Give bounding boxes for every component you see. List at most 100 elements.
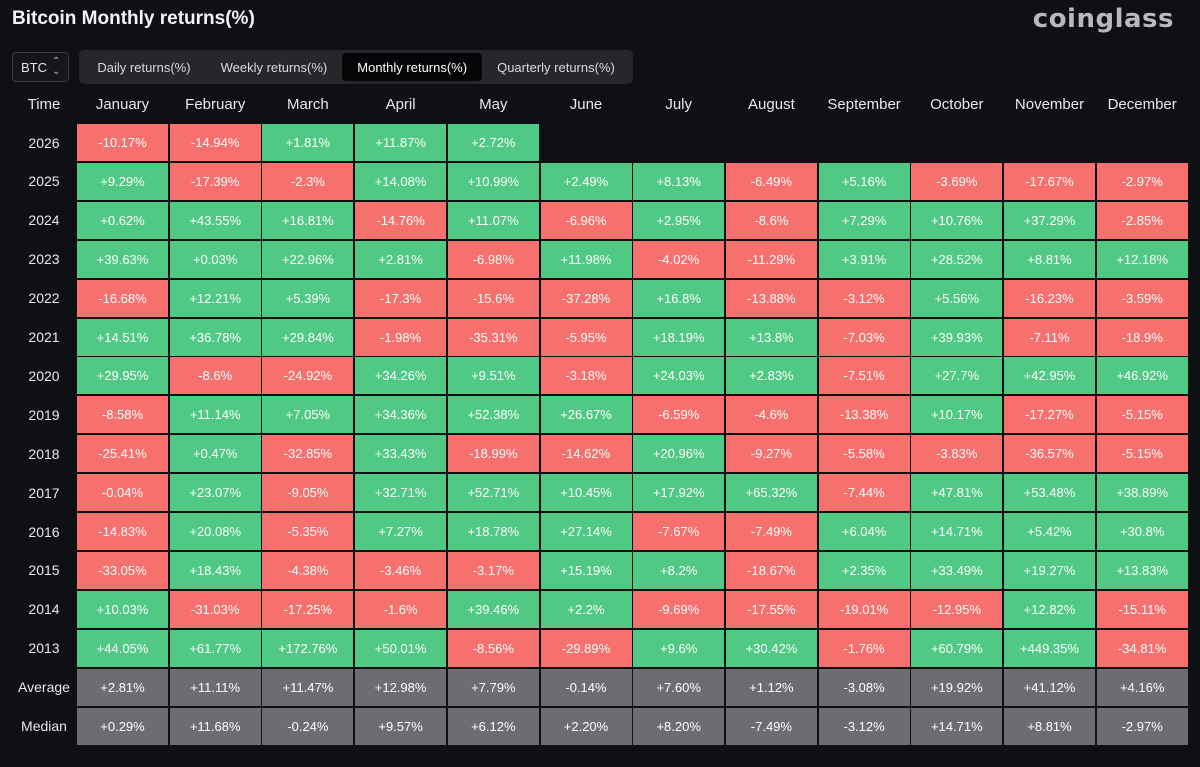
return-cell: +5.42% bbox=[1004, 513, 1095, 550]
return-cell: -25.41% bbox=[77, 435, 168, 473]
return-cell: +15.19% bbox=[540, 551, 632, 589]
return-cell: +7.05% bbox=[262, 396, 354, 434]
return-cell: +2.81% bbox=[355, 240, 447, 278]
return-cell: +20.96% bbox=[633, 435, 725, 473]
return-cell: -33.05% bbox=[77, 551, 168, 589]
return-cell: -7.49% bbox=[725, 513, 817, 550]
return-cell: +449.35% bbox=[1004, 629, 1095, 667]
return-cell: -3.59% bbox=[1096, 279, 1188, 317]
return-cell: -8.6% bbox=[169, 357, 261, 395]
return-cell: +7.29% bbox=[818, 201, 910, 239]
return-cell: +34.26% bbox=[355, 357, 447, 395]
year-label: 2016 bbox=[28, 523, 60, 540]
stat-cell: +41.12% bbox=[1004, 668, 1095, 706]
stat-cell: +2.81% bbox=[77, 668, 168, 706]
asset-select-value: BTC bbox=[21, 59, 47, 75]
return-cell: -36.57% bbox=[1004, 435, 1095, 473]
stat-cell: +4.16% bbox=[1096, 668, 1188, 706]
return-cell: +2.49% bbox=[540, 162, 632, 200]
return-cell: +30.8% bbox=[1096, 513, 1188, 550]
return-cell: -3.46% bbox=[355, 551, 447, 589]
return-cell: +18.78% bbox=[447, 513, 539, 550]
return-cell: -34.81% bbox=[1096, 629, 1188, 667]
returns-tabs: Daily returns(%) Weekly returns(%) Month… bbox=[79, 50, 633, 84]
return-cell: +10.03% bbox=[77, 590, 168, 628]
return-cell: -5.35% bbox=[262, 513, 354, 550]
month-header-march: March bbox=[287, 95, 329, 113]
year-label: 2014 bbox=[28, 601, 60, 618]
return-cell: +12.82% bbox=[1004, 590, 1095, 628]
return-cell: -2.97% bbox=[1096, 162, 1188, 200]
return-cell: +61.77% bbox=[169, 629, 261, 667]
return-cell: +27.7% bbox=[911, 357, 1003, 395]
return-cell: -24.92% bbox=[262, 357, 354, 395]
return-cell: +11.14% bbox=[169, 396, 261, 434]
year-label: 2023 bbox=[28, 251, 60, 268]
return-cell: +14.71% bbox=[911, 513, 1003, 550]
stat-cell: +12.98% bbox=[355, 668, 447, 706]
return-cell: -9.27% bbox=[725, 435, 817, 473]
chevron-up-down-icon: ⌃ ⌄ bbox=[52, 56, 61, 77]
return-cell: -5.95% bbox=[540, 318, 632, 356]
asset-select[interactable]: BTC ⌃ ⌄ bbox=[12, 52, 70, 82]
stat-cell: +1.12% bbox=[725, 668, 817, 706]
return-cell: +52.71% bbox=[447, 474, 539, 512]
return-cell: +53.48% bbox=[1004, 474, 1095, 512]
return-cell: +0.47% bbox=[169, 435, 261, 473]
return-cell: -6.59% bbox=[633, 396, 725, 434]
return-cell: +43.55% bbox=[169, 201, 261, 239]
return-cell: +27.14% bbox=[540, 513, 632, 550]
return-cell: -4.38% bbox=[262, 551, 354, 589]
tab-daily-returns[interactable]: Daily returns(%) bbox=[97, 59, 191, 75]
return-cell: +20.08% bbox=[169, 513, 261, 550]
return-cell: +0.62% bbox=[77, 201, 168, 239]
return-cell: -6.98% bbox=[447, 240, 539, 278]
stat-cell: +7.60% bbox=[633, 668, 725, 706]
return-cell: +36.78% bbox=[169, 318, 261, 356]
year-label: 2015 bbox=[28, 562, 60, 579]
stat-cell: +2.20% bbox=[540, 707, 632, 745]
return-cell: +24.03% bbox=[633, 357, 725, 395]
return-cell: +26.67% bbox=[540, 396, 632, 434]
stat-cell: +11.47% bbox=[262, 668, 354, 706]
return-cell: +2.35% bbox=[818, 551, 910, 589]
stat-cell: -0.14% bbox=[540, 668, 632, 706]
return-cell: -6.49% bbox=[725, 162, 817, 200]
return-cell: -14.76% bbox=[355, 201, 447, 239]
return-cell: -5.15% bbox=[1096, 435, 1188, 473]
return-cell: -3.18% bbox=[540, 357, 632, 395]
return-cell: -1.6% bbox=[355, 590, 447, 628]
return-cell: +2.95% bbox=[633, 201, 725, 239]
return-cell: +42.95% bbox=[1004, 357, 1095, 395]
return-cell: +17.92% bbox=[633, 474, 725, 512]
return-cell: +19.27% bbox=[1004, 551, 1095, 589]
return-cell: -17.67% bbox=[1004, 162, 1095, 200]
return-cell: -1.98% bbox=[355, 318, 447, 356]
stat-cell: +7.79% bbox=[447, 668, 539, 706]
month-header-october: October bbox=[930, 95, 984, 113]
return-cell: +7.27% bbox=[355, 513, 447, 550]
return-cell: -18.67% bbox=[725, 551, 817, 589]
return-cell: -15.6% bbox=[447, 279, 539, 317]
coinglass-logo[interactable]: coinglass bbox=[1032, 4, 1174, 34]
year-label: 2025 bbox=[28, 173, 60, 190]
stat-cell: +6.12% bbox=[447, 707, 539, 745]
return-cell: +13.8% bbox=[725, 318, 817, 356]
return-cell: -0.04% bbox=[77, 474, 168, 512]
return-cell: +6.04% bbox=[818, 513, 910, 550]
return-cell: -7.51% bbox=[818, 357, 910, 395]
return-cell: -14.94% bbox=[169, 124, 261, 161]
stat-cell: -0.24% bbox=[262, 707, 354, 745]
return-cell: +12.18% bbox=[1096, 240, 1188, 278]
return-cell: -7.11% bbox=[1004, 318, 1095, 356]
return-cell: +46.92% bbox=[1096, 357, 1188, 395]
return-cell: -3.12% bbox=[818, 279, 910, 317]
year-label: 2018 bbox=[28, 445, 60, 462]
tab-quarterly-returns[interactable]: Quarterly returns(%) bbox=[497, 59, 615, 75]
return-cell: +37.29% bbox=[1004, 201, 1095, 239]
tab-weekly-returns[interactable]: Weekly returns(%) bbox=[220, 59, 328, 75]
month-header-november: November bbox=[1014, 95, 1085, 113]
tab-monthly-returns[interactable]: Monthly returns(%) bbox=[342, 53, 483, 81]
return-cell: +11.07% bbox=[447, 201, 539, 239]
